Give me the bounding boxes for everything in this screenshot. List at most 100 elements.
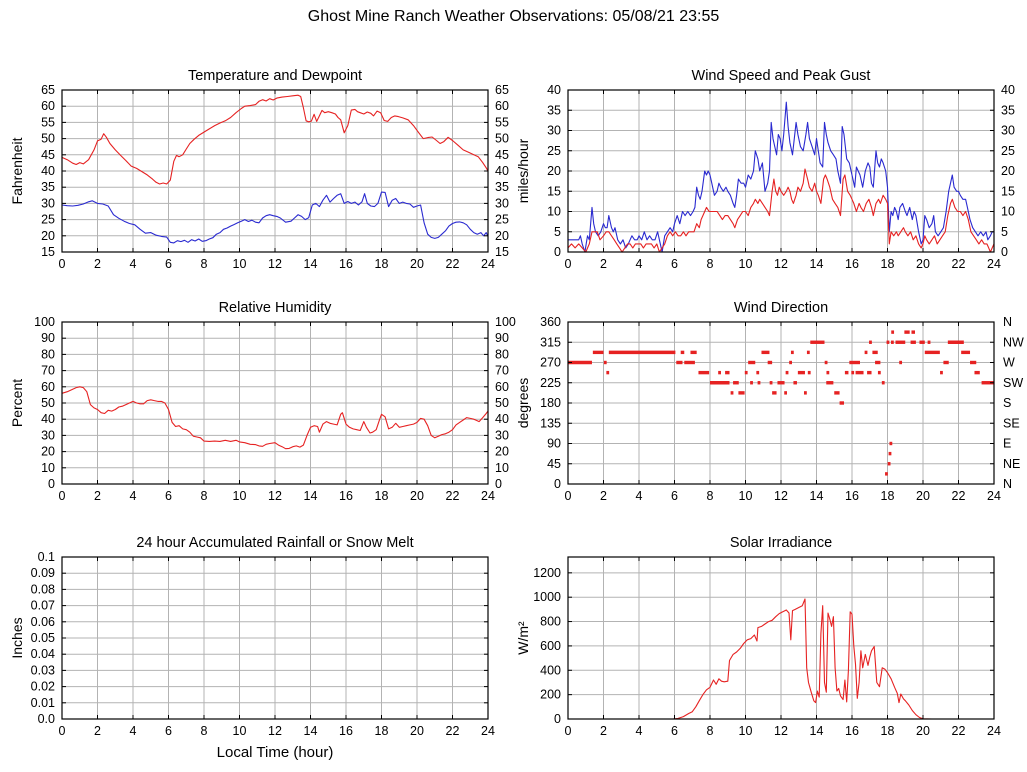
svg-text:S: S [1003, 396, 1011, 410]
svg-text:0.0: 0.0 [38, 712, 55, 726]
chart-rainfall: 0 2 4 6 8 10 12 14 16 18 20 22 24 0.0 0.01 0.02 0.03 0.04… [0, 522, 520, 762]
svg-text:8: 8 [707, 724, 714, 738]
svg-text:90: 90 [495, 331, 509, 345]
svg-text:miles/hour: miles/hour [515, 138, 531, 203]
svg-text:0: 0 [48, 477, 55, 491]
svg-text:14: 14 [810, 257, 824, 271]
svg-text:180: 180 [540, 396, 561, 410]
svg-text:24: 24 [987, 489, 1001, 503]
svg-text:2: 2 [94, 724, 101, 738]
svg-text:8: 8 [201, 489, 208, 503]
svg-text:100: 100 [495, 315, 516, 329]
svg-text:25: 25 [495, 213, 509, 227]
svg-text:16: 16 [845, 724, 859, 738]
svg-text:55: 55 [41, 115, 55, 129]
svg-text:5: 5 [554, 225, 561, 239]
svg-text:6: 6 [165, 257, 172, 271]
svg-text:24: 24 [481, 724, 495, 738]
svg-text:20: 20 [495, 445, 509, 459]
svg-text:0: 0 [565, 724, 572, 738]
svg-text:45: 45 [547, 457, 561, 471]
svg-text:30: 30 [495, 428, 509, 442]
svg-text:10: 10 [739, 257, 753, 271]
svg-text:24: 24 [481, 257, 495, 271]
svg-text:6: 6 [165, 489, 172, 503]
svg-text:8: 8 [707, 489, 714, 503]
svg-text:22: 22 [952, 489, 966, 503]
svg-text:10: 10 [233, 257, 247, 271]
svg-text:6: 6 [671, 257, 678, 271]
svg-text:Inches: Inches [9, 617, 25, 658]
svg-text:40: 40 [41, 164, 55, 178]
svg-text:135: 135 [540, 416, 561, 430]
svg-text:12: 12 [774, 489, 788, 503]
svg-text:20: 20 [547, 164, 561, 178]
svg-text:24 hour Accumulated Rainfall o: 24 hour Accumulated Rainfall or Snow Mel… [136, 535, 413, 551]
svg-text:90: 90 [547, 437, 561, 451]
svg-text:360: 360 [540, 315, 561, 329]
svg-text:Local Time (hour): Local Time (hour) [217, 744, 334, 761]
svg-text:Relative Humidity: Relative Humidity [219, 300, 333, 316]
svg-text:NE: NE [1003, 457, 1020, 471]
svg-text:4: 4 [130, 489, 137, 503]
svg-text:0: 0 [565, 257, 572, 271]
svg-text:2: 2 [94, 489, 101, 503]
svg-text:40: 40 [547, 83, 561, 97]
svg-text:20: 20 [916, 724, 930, 738]
svg-text:12: 12 [774, 257, 788, 271]
svg-text:4: 4 [636, 724, 643, 738]
svg-text:18: 18 [375, 724, 389, 738]
svg-text:20: 20 [41, 229, 55, 243]
svg-text:20: 20 [916, 489, 930, 503]
svg-text:2: 2 [600, 257, 607, 271]
svg-text:70: 70 [41, 364, 55, 378]
svg-text:30: 30 [41, 196, 55, 210]
svg-text:0: 0 [554, 245, 561, 259]
svg-text:8: 8 [707, 257, 714, 271]
svg-text:24: 24 [987, 724, 1001, 738]
svg-text:18: 18 [881, 489, 895, 503]
chart-temperature-dewpoint: 0 2 4 6 8 10 12 14 16 18 20 22 24 15 15 20 20 25 25 30 30 35 3… [0, 55, 520, 295]
svg-text:80: 80 [495, 347, 509, 361]
svg-text:60: 60 [41, 380, 55, 394]
svg-text:0: 0 [565, 489, 572, 503]
svg-text:10: 10 [41, 461, 55, 475]
svg-text:22: 22 [952, 257, 966, 271]
svg-text:40: 40 [41, 412, 55, 426]
svg-text:400: 400 [540, 663, 561, 677]
svg-text:12: 12 [774, 724, 788, 738]
svg-text:200: 200 [540, 688, 561, 702]
svg-text:16: 16 [339, 724, 353, 738]
svg-text:10: 10 [739, 489, 753, 503]
svg-text:0: 0 [59, 724, 66, 738]
svg-text:E: E [1003, 437, 1011, 451]
svg-text:800: 800 [540, 615, 561, 629]
svg-text:24: 24 [481, 489, 495, 503]
svg-text:100: 100 [34, 315, 55, 329]
svg-text:50: 50 [41, 396, 55, 410]
svg-text:35: 35 [1001, 103, 1015, 117]
svg-text:20: 20 [410, 257, 424, 271]
svg-text:24: 24 [987, 257, 1001, 271]
rainfall-plot: 0 2 4 6 8 10 12 14 16 18 20 22 240.00.010.020.030.04… [9, 535, 495, 761]
page-title: Ghost Mine Ranch Weather Observations: 0… [307, 8, 720, 25]
svg-text:55: 55 [495, 115, 509, 129]
svg-text:degrees: degrees [515, 378, 531, 429]
svg-text:N: N [1003, 315, 1012, 329]
svg-text:65: 65 [41, 83, 55, 97]
svg-text:0: 0 [554, 477, 561, 491]
svg-text:14: 14 [304, 489, 318, 503]
svg-text:40: 40 [1001, 83, 1015, 97]
svg-text:20: 20 [410, 724, 424, 738]
svg-text:80: 80 [41, 347, 55, 361]
svg-text:20: 20 [495, 229, 509, 243]
svg-text:40: 40 [495, 164, 509, 178]
svg-text:Wind Direction: Wind Direction [734, 300, 828, 316]
svg-text:60: 60 [41, 99, 55, 113]
svg-text:40: 40 [495, 412, 509, 426]
svg-text:4: 4 [130, 724, 137, 738]
chart-wind-speed-gust: 0 2 4 6 8 10 12 14 16 18 20 22 24 0 0 5 5 10 10 15 15 20 20 25 2… [506, 55, 1026, 295]
